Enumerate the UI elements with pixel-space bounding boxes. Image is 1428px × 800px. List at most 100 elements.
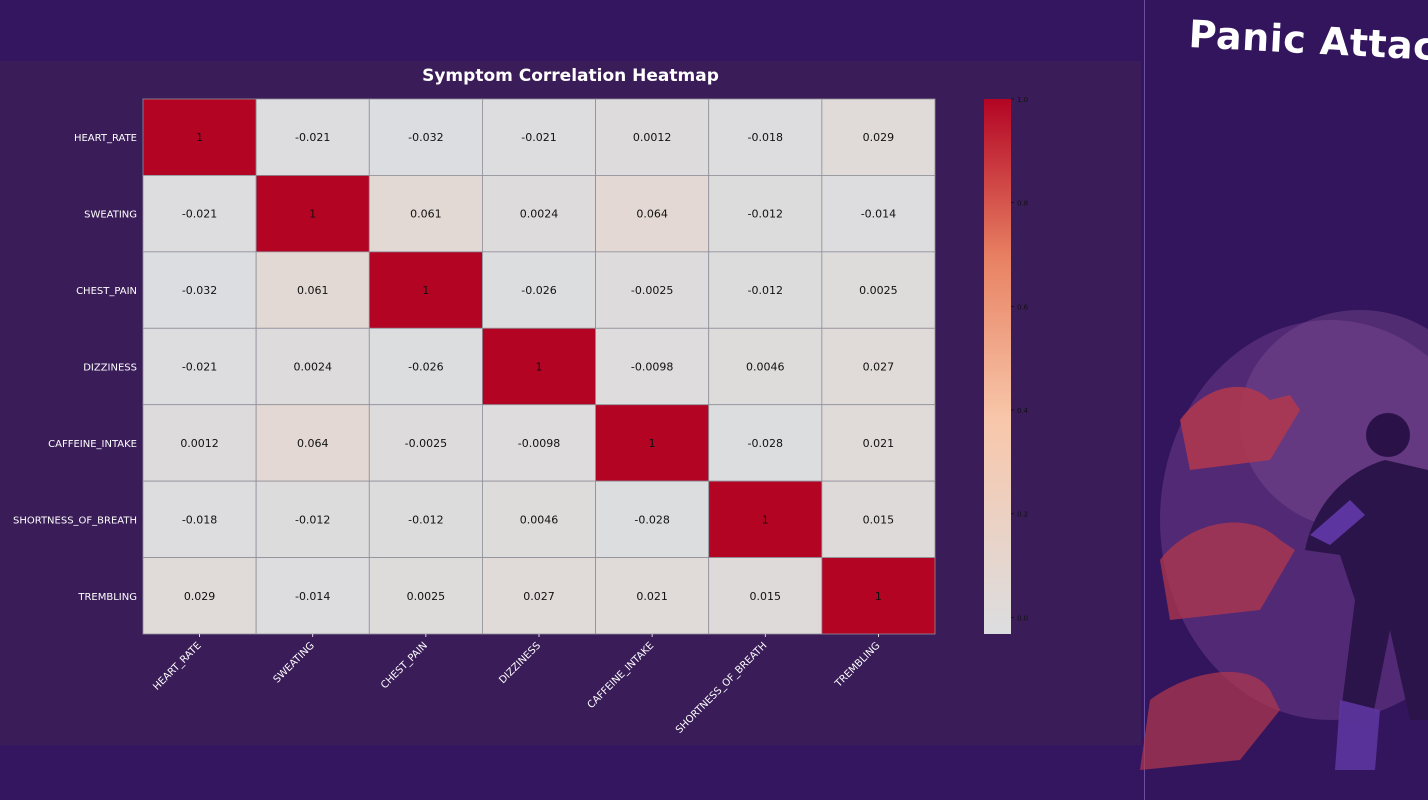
heatmap-cell <box>368 327 483 406</box>
cell-value-label: -0.021 <box>182 208 217 221</box>
colorbar-tick-label: 0.6 <box>1017 303 1029 311</box>
cell-value-label: 1 <box>649 437 656 450</box>
column-label: SWEATING <box>272 640 317 685</box>
heatmap-cell <box>708 557 823 635</box>
heatmap-cell <box>142 480 257 558</box>
column-label: CHEST_PAIN <box>379 640 430 691</box>
heatmap-cell <box>708 404 823 482</box>
cell-value-label: 0.064 <box>297 437 329 450</box>
cell-value-label: -0.0025 <box>405 437 447 450</box>
heatmap-cell <box>482 557 596 635</box>
heatmap-cell <box>255 557 370 635</box>
column-label: HEART_RATE <box>151 640 203 692</box>
colorbar-tick-label: 0.0 <box>1017 614 1028 622</box>
heatmap-cell <box>368 251 483 329</box>
heatmap-cell <box>821 98 936 176</box>
column-label: CAFFEINE_INTAKE <box>586 640 657 711</box>
cell-value-label: 1 <box>762 513 769 526</box>
cell-value-label: 1 <box>422 284 429 297</box>
colorbar-tick-label: 0.4 <box>1017 407 1029 415</box>
heatmap-cell <box>595 251 710 329</box>
cell-value-label: 0.0025 <box>407 590 446 603</box>
row-label: DIZZINESS <box>83 363 137 374</box>
row-label: TREMBLING <box>77 592 137 603</box>
column-label: SHORTNESS_OF_BREATH <box>674 640 769 735</box>
cell-value-label: 0.0046 <box>520 513 559 526</box>
cell-value-label: 0.015 <box>750 590 782 603</box>
row-label: CHEST_PAIN <box>76 286 137 297</box>
heatmap-cell <box>482 480 596 558</box>
heatmap-cell <box>821 327 936 406</box>
row-label: SWEATING <box>84 210 137 221</box>
cell-value-label: 1 <box>875 590 882 603</box>
cell-value-label: 1 <box>196 131 203 144</box>
heatmap-cell <box>368 404 483 482</box>
heatmap-cell <box>142 557 257 635</box>
panic-illustration <box>1140 310 1428 770</box>
cell-value-label: -0.026 <box>521 284 556 297</box>
heatmap-cell <box>821 175 936 253</box>
heatmap-cell <box>368 175 483 253</box>
reaching-hand-1 <box>1180 386 1300 470</box>
cell-value-label: -0.0025 <box>631 284 673 297</box>
cell-value-label: 0.029 <box>184 590 216 603</box>
heatmap-cell <box>821 404 936 482</box>
cell-value-label: -0.012 <box>295 513 330 526</box>
cell-value-label: -0.0098 <box>518 437 560 450</box>
cell-value-label: 0.0012 <box>633 131 672 144</box>
reaching-hand-2 <box>1160 522 1295 620</box>
cell-value-label: 0.015 <box>863 513 895 526</box>
heatmap-cell <box>255 327 370 406</box>
cell-value-label: -0.014 <box>861 208 896 221</box>
cell-value-label: -0.018 <box>182 513 217 526</box>
row-label: HEART_RATE <box>74 133 137 144</box>
cell-value-label: 0.0046 <box>746 361 785 374</box>
colorbar-tick-label: 0.8 <box>1017 200 1028 208</box>
row-label: SHORTNESS_OF_BREATH <box>13 515 137 526</box>
cell-value-label: -0.028 <box>634 513 669 526</box>
cell-value-label: 0.061 <box>297 284 329 297</box>
cell-value-label: -0.018 <box>748 131 783 144</box>
cell-value-label: -0.026 <box>408 361 443 374</box>
cell-value-label: -0.012 <box>408 513 443 526</box>
heatmap-chart: 1 -0.021 -0.032 -0.021 0.0012 -0.018 0.029 -0.0… <box>13 96 1029 736</box>
cell-value-label: -0.021 <box>182 361 217 374</box>
colorbar-tick-label: 0.2 <box>1017 511 1028 519</box>
column-label: TREMBLING <box>833 640 883 690</box>
cell-value-label: 0.027 <box>863 361 895 374</box>
cell-value-label: -0.0098 <box>631 361 673 374</box>
chart-title: Symptom Correlation Heatmap <box>422 66 719 86</box>
cell-value-label: -0.012 <box>748 208 783 221</box>
heatmap-cell <box>482 327 596 406</box>
row-label: CAFFEINE_INTAKE <box>48 439 137 450</box>
cell-value-label: -0.012 <box>748 284 783 297</box>
heatmap-cell <box>255 251 370 329</box>
heatmap-cell <box>142 251 257 329</box>
heatmap-cell <box>708 327 823 406</box>
heatmap-cell <box>482 404 596 482</box>
heatmap-cell <box>482 175 596 253</box>
cell-value-label: 0.0025 <box>859 284 898 297</box>
heatmap-cell <box>595 327 710 406</box>
cell-value-label: -0.014 <box>295 590 330 603</box>
cell-value-label: 1 <box>309 208 316 221</box>
heatmap-cell <box>142 327 257 406</box>
heatmap-cell <box>142 175 257 253</box>
heatmap-cell <box>595 175 710 253</box>
cell-value-label: 0.0024 <box>293 361 332 374</box>
heatmap-cell <box>708 251 823 329</box>
cell-value-label: 1 <box>536 361 543 374</box>
reaching-hand-3 <box>1140 671 1280 770</box>
cell-value-label: 0.064 <box>636 208 668 221</box>
heatmap-cell <box>142 404 257 482</box>
cell-value-label: -0.028 <box>748 437 783 450</box>
cell-value-label: -0.032 <box>408 131 443 144</box>
column-label: DIZZINESS <box>497 640 543 686</box>
cell-value-label: -0.021 <box>295 131 330 144</box>
heatmap-cell <box>482 251 596 329</box>
cell-value-label: 0.061 <box>410 208 442 221</box>
cell-value-label: 0.027 <box>523 590 555 603</box>
heatmap-cell <box>255 175 370 253</box>
person-silhouette <box>1305 413 1428 770</box>
cell-value-label: -0.032 <box>182 284 217 297</box>
